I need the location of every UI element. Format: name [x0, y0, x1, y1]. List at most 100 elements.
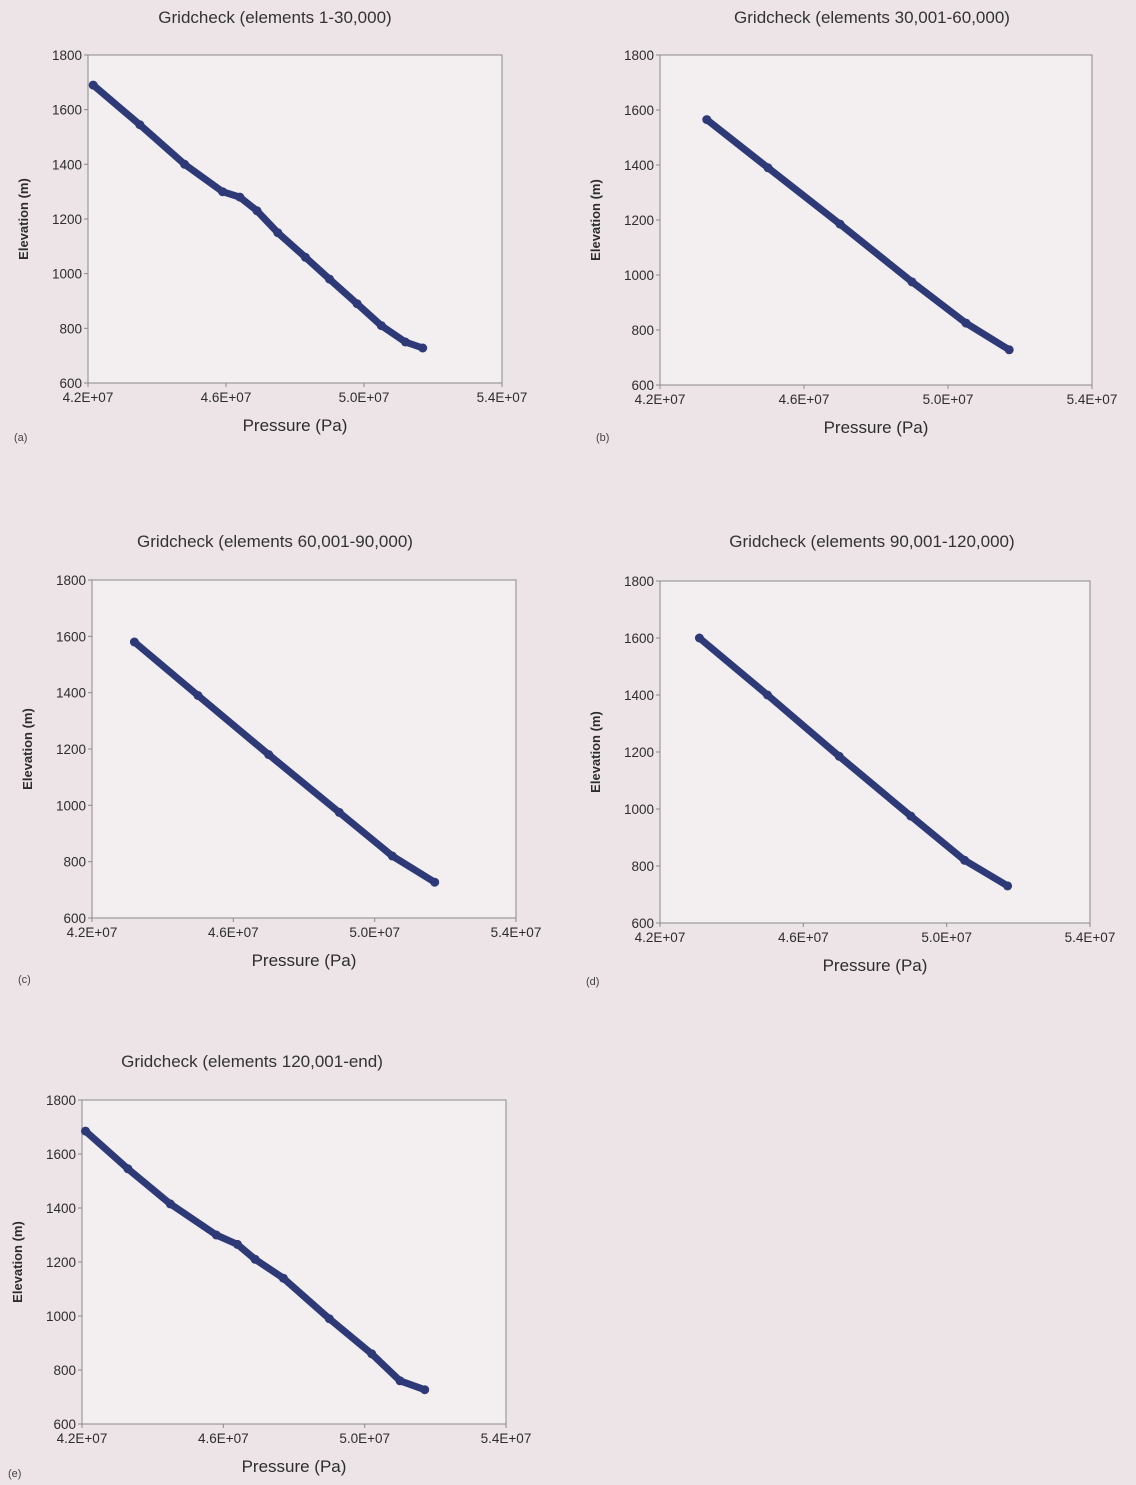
y-tick-label: 600	[631, 916, 654, 931]
y-tick-label: 600	[631, 378, 654, 393]
data-point	[135, 120, 145, 130]
panel-letter: (d)	[586, 976, 600, 988]
x-tick-label: 4.2E+07	[635, 392, 686, 407]
data-point	[907, 277, 917, 287]
plot-area	[659, 580, 1091, 924]
x-tick-label: 5.4E+07	[481, 1431, 532, 1446]
x-tick-label: 4.6E+07	[198, 1431, 249, 1446]
panel-letter: (a)	[14, 432, 28, 444]
x-axis-label: Pressure (Pa)	[242, 1457, 347, 1476]
chart-panel-a: Gridcheck (elements 1-30,000) 4.2E+07 4.6…	[0, 0, 568, 460]
data-point	[235, 192, 245, 202]
x-tick-label: 5.4E+07	[477, 390, 528, 405]
chart-panel-b: Gridcheck (elements 30,001-60,000) 4.2E+…	[568, 0, 1136, 460]
y-tick-label: 1000	[52, 267, 82, 282]
y-tick-label: 1200	[46, 1255, 76, 1270]
y-tick-label: 1200	[52, 212, 82, 227]
data-point	[252, 206, 262, 216]
data-point	[264, 750, 274, 760]
y-tick-label: 1400	[46, 1201, 76, 1216]
x-tick-label: 5.0E+07	[349, 925, 400, 940]
y-tick-label: 800	[631, 323, 654, 338]
x-tick-label: 5.0E+07	[923, 392, 974, 407]
panel-letter: (e)	[8, 1468, 22, 1480]
x-tick-label: 5.0E+07	[339, 1431, 390, 1446]
x-tick-label: 5.4E+07	[1065, 930, 1116, 945]
y-tick-label: 600	[63, 911, 86, 926]
y-tick-label: 1200	[624, 213, 654, 228]
x-tick-label: 4.2E+07	[63, 390, 114, 405]
y-axis-label: Elevation (m)	[20, 708, 35, 790]
chart-panel-d: Gridcheck (elements 90,001-120,000) 4.2E…	[568, 520, 1136, 990]
x-tick-label: 4.6E+07	[201, 390, 252, 405]
y-tick-label: 600	[59, 376, 82, 391]
y-tick-label: 1600	[624, 631, 654, 646]
data-point	[702, 115, 712, 125]
y-axis-label: Elevation (m)	[16, 178, 31, 260]
y-tick-label: 1000	[56, 798, 86, 813]
y-axis-label: Elevation (m)	[588, 711, 603, 793]
chart-title: Gridcheck (elements 30,001-60,000)	[734, 8, 1010, 27]
data-point	[88, 80, 98, 90]
data-point	[165, 1199, 175, 1209]
data-point	[906, 811, 916, 821]
data-point	[430, 877, 440, 887]
data-point	[123, 1164, 133, 1174]
panel-letter: (c)	[18, 974, 31, 986]
y-tick-label: 1400	[624, 158, 654, 173]
y-tick-label: 800	[59, 321, 82, 336]
data-point	[387, 851, 397, 861]
data-point	[834, 751, 844, 761]
x-axis-label: Pressure (Pa)	[824, 418, 929, 437]
data-point	[960, 855, 970, 865]
data-point	[763, 163, 773, 173]
chart-svg: 4.2E+07 4.6E+07 5.0E+07 5.4E+07 600 800 1000 12…	[588, 574, 1116, 975]
data-point	[400, 337, 410, 347]
x-axis-label: Pressure (Pa)	[252, 951, 357, 970]
data-point	[395, 1376, 405, 1386]
panel-letter: (b)	[596, 432, 610, 444]
plot-area	[87, 54, 503, 384]
plot-area	[81, 1099, 507, 1425]
data-point	[300, 252, 310, 262]
chart-title: Gridcheck (elements 60,001-90,000)	[137, 532, 413, 551]
chart-title: Gridcheck (elements 90,001-120,000)	[729, 532, 1015, 551]
series-line	[695, 634, 1012, 890]
x-tick-label: 5.0E+07	[921, 930, 972, 945]
y-tick-label: 800	[631, 859, 654, 874]
y-tick-label: 1600	[52, 103, 82, 118]
data-point	[694, 633, 704, 643]
x-tick-label: 5.4E+07	[491, 925, 542, 940]
x-tick-label: 4.6E+07	[208, 925, 259, 940]
data-point	[1003, 881, 1013, 891]
data-point	[278, 1273, 288, 1283]
y-tick-label: 1400	[56, 686, 86, 701]
y-axis-label: Elevation (m)	[588, 179, 603, 261]
data-point	[420, 1385, 430, 1395]
chart-svg: 4.2E+07 4.6E+07 5.0E+07 5.4E+07 600 800 1000 12…	[20, 573, 542, 970]
plot-area	[91, 579, 517, 919]
x-axis-label: Pressure (Pa)	[243, 416, 348, 435]
chart-svg: 4.2E+07 4.6E+07 5.0E+07 5.4E+07 600 800 1000 12…	[10, 1093, 532, 1476]
y-tick-label: 1600	[624, 103, 654, 118]
data-point	[334, 807, 344, 817]
chart-title: Gridcheck (elements 1-30,000)	[158, 8, 392, 27]
y-tick-label: 1400	[624, 688, 654, 703]
chart-svg: 4.2E+07 4.6E+07 5.0E+07 5.4E+07 600 800 1000 12…	[588, 48, 1118, 437]
data-point	[1004, 345, 1014, 355]
data-point	[81, 1126, 90, 1136]
data-point	[273, 228, 283, 238]
x-tick-label: 5.4E+07	[1067, 392, 1118, 407]
y-tick-label: 800	[53, 1363, 76, 1378]
data-point	[367, 1349, 377, 1359]
data-point	[418, 343, 428, 353]
y-tick-label: 1000	[46, 1309, 76, 1324]
chart-panel-e: Gridcheck (elements 120,001-end) 4.2E+07…	[0, 1040, 568, 1485]
data-point	[193, 691, 203, 700]
chart-title: Gridcheck (elements 120,001-end)	[121, 1052, 383, 1071]
y-tick-label: 1800	[624, 48, 654, 63]
y-tick-label: 1600	[56, 629, 86, 644]
y-tick-label: 800	[63, 855, 86, 870]
data-point	[211, 1230, 221, 1240]
